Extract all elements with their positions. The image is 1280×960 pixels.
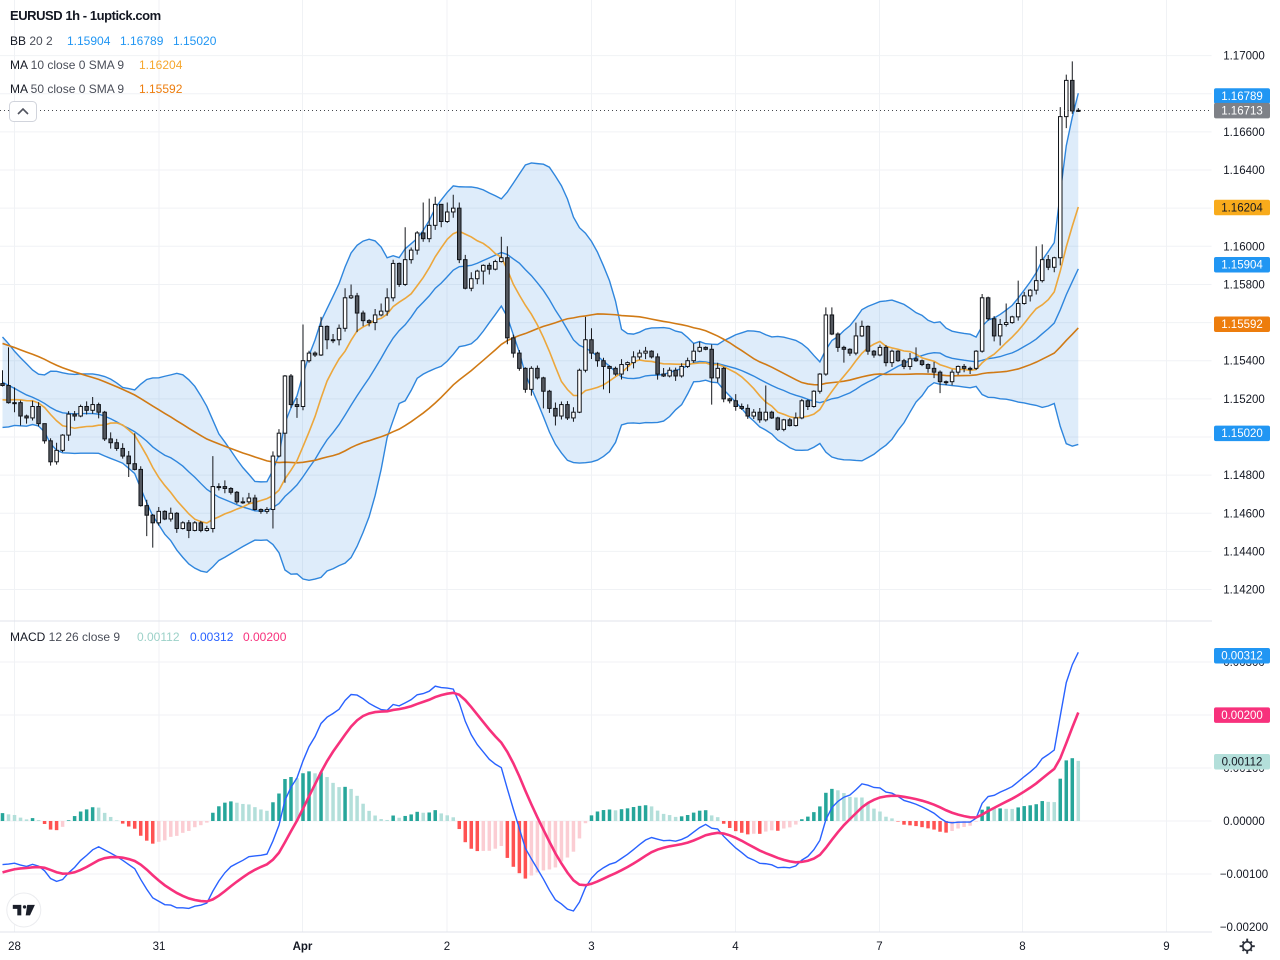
svg-text:1.14400: 1.14400 xyxy=(1223,546,1265,558)
svg-text:0.00000: 0.00000 xyxy=(1223,816,1265,828)
svg-text:4: 4 xyxy=(732,941,739,953)
svg-text:MA 50 close 0 SMA 91.15592: MA 50 close 0 SMA 9 1.15592 xyxy=(10,82,183,96)
svg-text:1.14200: 1.14200 xyxy=(1223,585,1265,597)
svg-text:0.00200: 0.00200 xyxy=(1221,710,1263,722)
svg-text:0.00312: 0.00312 xyxy=(1221,651,1263,663)
svg-text:1.16789: 1.16789 xyxy=(1221,91,1263,103)
svg-text:1.17000: 1.17000 xyxy=(1223,51,1265,63)
svg-text:1.16000: 1.16000 xyxy=(1223,241,1265,253)
svg-text:1.16713: 1.16713 xyxy=(1221,106,1263,118)
svg-text:8: 8 xyxy=(1019,941,1025,953)
svg-text:7: 7 xyxy=(876,941,882,953)
svg-text:31: 31 xyxy=(153,941,166,953)
svg-text:MA 10 close 0 SMA 91.16204: MA 10 close 0 SMA 9 1.16204 xyxy=(10,58,183,72)
svg-text:0.00112: 0.00112 xyxy=(1222,757,1263,769)
svg-text:3: 3 xyxy=(588,941,594,953)
svg-text:1.16400: 1.16400 xyxy=(1223,165,1265,177)
svg-text:28: 28 xyxy=(8,941,21,953)
svg-text:−0.00100: −0.00100 xyxy=(1220,869,1268,881)
svg-text:1.15020: 1.15020 xyxy=(1221,428,1263,440)
svg-text:1.15592: 1.15592 xyxy=(1221,319,1263,331)
svg-text:1.15200: 1.15200 xyxy=(1223,394,1265,406)
svg-text:1.14600: 1.14600 xyxy=(1223,508,1265,520)
svg-text:9: 9 xyxy=(1163,941,1169,953)
svg-text:1.16600: 1.16600 xyxy=(1223,127,1265,139)
svg-text:1.15800: 1.15800 xyxy=(1223,279,1265,291)
svg-text:−0.00200: −0.00200 xyxy=(1220,922,1268,934)
svg-text:1.15904: 1.15904 xyxy=(1221,260,1263,272)
svg-text:1.15400: 1.15400 xyxy=(1223,356,1265,368)
svg-text:EURUSD 1h - 1uptick.com: EURUSD 1h - 1uptick.com xyxy=(10,8,161,23)
svg-text:1.14800: 1.14800 xyxy=(1223,470,1265,482)
svg-text:2: 2 xyxy=(444,941,450,953)
svg-text:Apr: Apr xyxy=(293,941,313,953)
svg-text:1.16204: 1.16204 xyxy=(1221,202,1263,214)
